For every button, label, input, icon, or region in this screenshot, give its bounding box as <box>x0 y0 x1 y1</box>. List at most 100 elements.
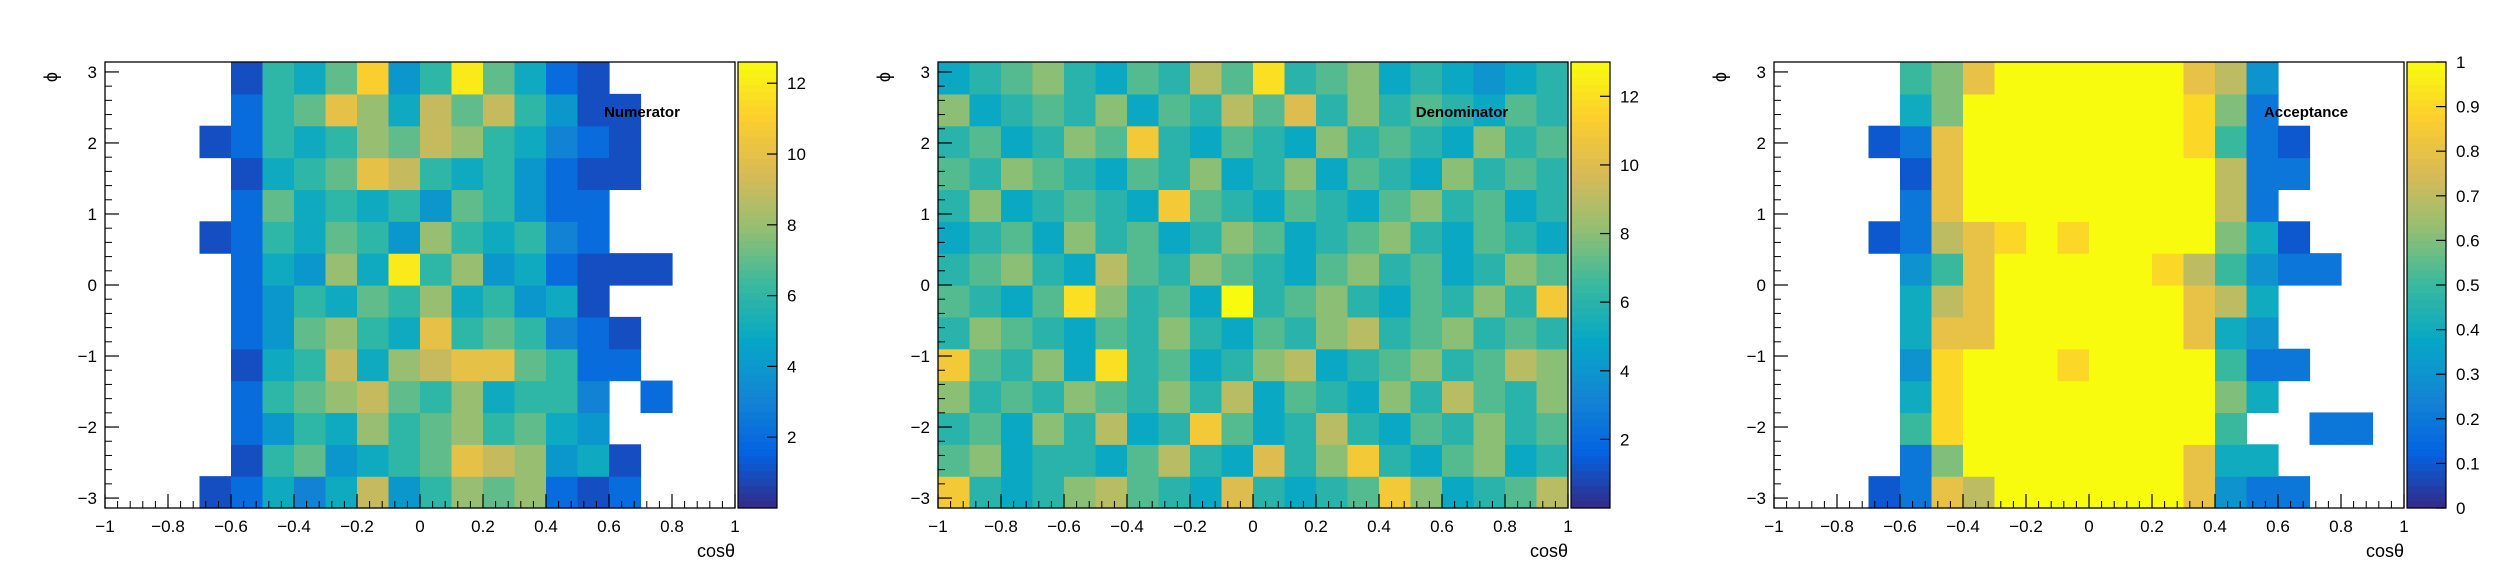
heatmap-cell <box>2120 380 2153 414</box>
colorbar-segment <box>2407 433 2446 442</box>
colorbar-segment <box>2407 91 2446 100</box>
heatmap-cell <box>262 221 295 254</box>
heatmap-cell <box>969 221 1002 254</box>
y-tick-label: 3 <box>1757 63 1766 82</box>
colorbar-segment <box>2407 403 2446 412</box>
heatmap-cell <box>1190 253 1223 286</box>
colorbar-segment <box>738 322 777 331</box>
heatmap-cell <box>2215 412 2248 445</box>
heatmap-cell <box>1064 285 1097 318</box>
heatmap-cell <box>1127 253 1160 286</box>
heatmap-cell <box>2026 157 2059 191</box>
y-tick-label: 0 <box>1757 276 1766 295</box>
colorbar-tick-label: 4 <box>1620 362 1629 381</box>
colorbar-segment <box>1571 143 1610 152</box>
x-axis-title: cosθ <box>2366 541 2404 561</box>
heatmap-cell <box>514 189 547 222</box>
heatmap-cell <box>1253 221 1286 254</box>
colorbar-segment <box>1571 84 1610 93</box>
heatmap-cell <box>1158 348 1191 382</box>
panel-label: Numerator <box>604 104 680 121</box>
heatmap-cell <box>1505 285 1538 318</box>
heatmap-cell <box>1505 444 1538 477</box>
heatmap-cell <box>1931 125 1964 159</box>
heatmap-cell <box>325 412 358 445</box>
heatmap-cell <box>1190 476 1223 509</box>
heatmap-cell <box>546 189 579 222</box>
heatmap-cell <box>609 157 642 191</box>
heatmap-cell <box>420 93 453 127</box>
y-axis-title: ϕ <box>1710 72 1730 82</box>
heatmap-cell <box>1536 316 1569 350</box>
heatmap-cell <box>1473 348 1506 382</box>
colorbar-segment <box>1571 262 1610 271</box>
heatmap-cell <box>1221 93 1254 127</box>
heatmap-cell <box>2215 380 2248 414</box>
heatmap-cell <box>1064 253 1097 286</box>
colorbar-tick-label: 2 <box>1620 430 1629 449</box>
heatmap-cell <box>231 253 264 286</box>
heatmap-cell <box>1900 412 1933 445</box>
heatmap-cell <box>262 125 295 159</box>
heatmap-cell <box>2026 189 2059 222</box>
heatmap-cell <box>938 316 971 350</box>
heatmap-cell <box>1994 412 2027 445</box>
heatmap-cell <box>388 285 421 318</box>
colorbar-segment <box>738 166 777 175</box>
heatmap-cell <box>483 316 516 350</box>
heatmap-cell <box>514 125 547 159</box>
colorbar-segment <box>2407 455 2446 464</box>
heatmap-cell <box>388 476 421 509</box>
heatmap-cell <box>1127 62 1160 95</box>
heatmap-cell <box>2183 221 2216 254</box>
heatmap-cell <box>1900 221 1933 254</box>
colorbar-segment <box>2407 76 2446 85</box>
y-axis-title: ϕ <box>874 72 894 82</box>
colorbar-tick-label: 10 <box>1620 156 1639 175</box>
colorbar-segment <box>738 195 777 204</box>
colorbar-segment <box>738 128 777 137</box>
colorbar-tick-label: 8 <box>787 216 796 235</box>
heatmap-cell <box>388 316 421 350</box>
colorbar-segment <box>1571 240 1610 249</box>
heatmap-cell <box>1410 189 1443 222</box>
heatmap-cell <box>2183 348 2216 382</box>
heatmap-cell <box>1931 476 1964 509</box>
heatmap-cell <box>1536 285 1569 318</box>
heatmap-cell <box>1127 125 1160 159</box>
heatmap-cell <box>1536 412 1569 445</box>
heatmap-cell <box>1032 157 1065 191</box>
heatmap-cell <box>420 253 453 286</box>
heatmap-cell <box>294 221 327 254</box>
heatmap-cell <box>1032 348 1065 382</box>
heatmap-cell <box>1347 125 1380 159</box>
heatmap-cell <box>388 125 421 159</box>
heatmap-cell <box>1221 157 1254 191</box>
x-tick-label: 0.8 <box>660 517 684 536</box>
colorbar-segment <box>1571 195 1610 204</box>
colorbar-segment <box>738 344 777 353</box>
heatmap-cell <box>1931 444 1964 477</box>
colorbar-segment <box>1571 441 1610 450</box>
heatmap-cell <box>1032 444 1065 477</box>
heatmap-cell <box>1410 285 1443 318</box>
heatmap-cell <box>262 348 295 382</box>
heatmap-cell <box>357 125 390 159</box>
heatmap-cell <box>420 316 453 350</box>
colorbar-segment <box>738 210 777 219</box>
heatmap-cell <box>231 380 264 414</box>
heatmap-cell <box>2183 380 2216 414</box>
heatmap-cell <box>1994 93 2027 127</box>
heatmap-cell <box>609 444 642 477</box>
heatmap-cell <box>1253 285 1286 318</box>
colorbar-segment <box>2407 500 2446 509</box>
colorbar-segment <box>1571 91 1610 100</box>
heatmap-cell <box>1064 189 1097 222</box>
heatmap-cell <box>1473 253 1506 286</box>
y-tick-label: −2 <box>911 418 930 437</box>
heatmap-cell <box>483 444 516 477</box>
x-tick-label: −0.8 <box>984 517 1018 536</box>
heatmap-cell <box>1064 444 1097 477</box>
colorbar-segment <box>2407 426 2446 435</box>
colorbar-tick-label: 1 <box>2456 53 2465 72</box>
